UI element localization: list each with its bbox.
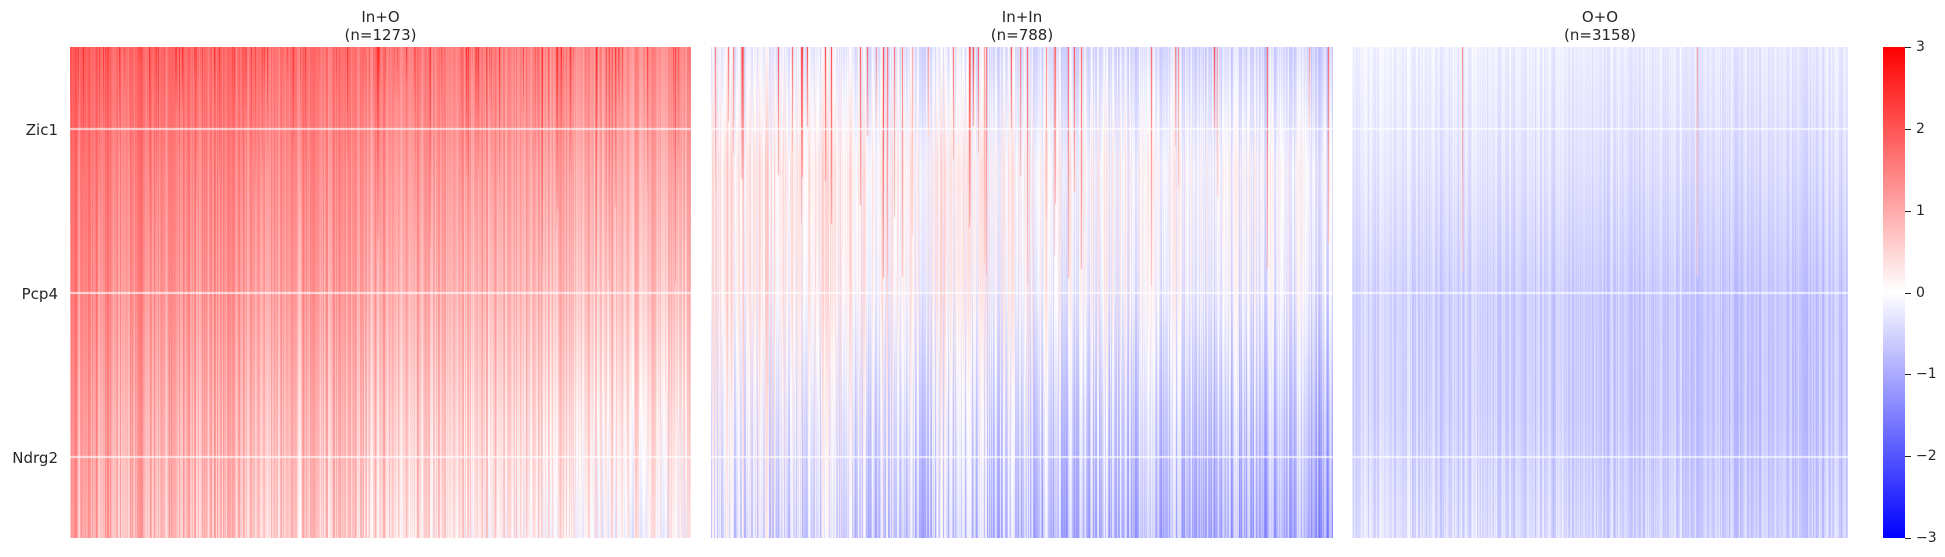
panel-title: In+O (n=1273) xyxy=(70,8,691,44)
colorbar-tick-label: −2 xyxy=(1916,448,1937,465)
colorbar-tick-label: 2 xyxy=(1916,120,1925,137)
colorbar-tick-label: 1 xyxy=(1916,202,1925,219)
heatmap-in-in xyxy=(711,47,1333,538)
colorbar-tick-label: −3 xyxy=(1916,530,1937,546)
colorbar-tick-label: −1 xyxy=(1916,366,1937,383)
colorbar-tick xyxy=(1905,374,1911,376)
colorbar-tick xyxy=(1905,47,1911,48)
heatmap-in-o xyxy=(70,47,691,538)
panel-in-in: In+In (n=788) xyxy=(711,0,1333,557)
panel-in-o: In+O (n=1273) xyxy=(70,0,691,557)
panel-title-main: O+O xyxy=(1581,8,1619,26)
ylabel-pcp4: Pcp4 xyxy=(21,285,58,303)
colorbar-tick xyxy=(1905,292,1911,294)
ylabel-ndrg2: Ndrg2 xyxy=(12,449,58,467)
colorbar-tick xyxy=(1905,128,1911,130)
colorbar-tick xyxy=(1905,456,1911,458)
panel-title-count: (n=788) xyxy=(990,26,1054,44)
colorbar xyxy=(1883,47,1905,538)
panel-title-count: (n=3158) xyxy=(1564,26,1636,44)
ylabel-zic1: Zic1 xyxy=(25,121,58,139)
colorbar-tick-label: 0 xyxy=(1916,284,1925,301)
panel-title-count: (n=1273) xyxy=(344,26,417,44)
panel-title: In+In (n=788) xyxy=(711,8,1333,44)
colorbar-tick xyxy=(1905,538,1911,539)
panel-title-main: In+O xyxy=(361,8,400,26)
panel-title: O+O (n=3158) xyxy=(1352,8,1848,44)
colorbar-tick xyxy=(1905,210,1911,212)
panel-o-o: O+O (n=3158) xyxy=(1352,0,1848,557)
panel-title-main: In+In xyxy=(1001,8,1043,26)
heatmap-o-o xyxy=(1352,47,1848,538)
colorbar-tick-label: 3 xyxy=(1916,39,1925,55)
